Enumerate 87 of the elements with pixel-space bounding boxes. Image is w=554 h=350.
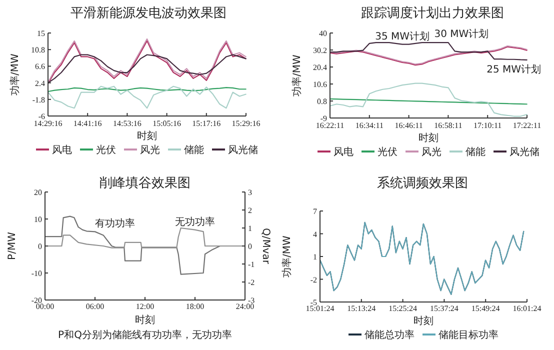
x-tick-label: 15:29:16 <box>232 119 260 128</box>
y-tick-label: -2 <box>310 275 317 284</box>
y-tick-label: 7 <box>313 207 317 216</box>
y-axis-title: 功率/MW <box>9 53 21 96</box>
y-tick-label: 1 <box>313 252 317 262</box>
x-tick-label: 18:00 <box>186 302 204 311</box>
y-tick-label: 6.6 <box>35 62 45 72</box>
y-tick-label: 0 <box>38 242 42 251</box>
annotation: 无功功率 <box>175 216 215 228</box>
x-tick-label: 16:01:24 <box>512 304 542 313</box>
x-tick-label: 16:46:11 <box>394 121 423 130</box>
y-tick-label: -9 <box>320 114 327 123</box>
x-tick-label: 17:22:11 <box>512 121 542 130</box>
x-tick-label: 14:53:16 <box>112 119 142 128</box>
x-tick-label: 15:37:24 <box>430 304 458 313</box>
y-tick-label: 4 <box>313 230 317 239</box>
y-tick-label: 2.4 <box>35 78 45 88</box>
legend-label: 风光储 <box>510 146 540 158</box>
annotation: 35 MW计划 <box>375 30 430 42</box>
x-tick-label: 15:13:24 <box>347 304 376 313</box>
chart-title: 削峰填谷效果图 <box>100 176 190 191</box>
line-series <box>47 54 246 84</box>
y-tick-label: -5 <box>310 298 317 307</box>
x-tick-label: 16:58:11 <box>434 121 462 130</box>
x-axis-title: 时刻 <box>137 130 157 142</box>
y-tick-label: -1.8 <box>32 95 45 104</box>
legend-label: 储能总功率 <box>364 329 414 341</box>
x-tick-label: 14:41:16 <box>73 119 102 128</box>
y-tick-label: 20.4 <box>313 63 327 72</box>
y-tick-label: -20 <box>31 296 42 305</box>
x-tick-label: 15:25:24 <box>388 304 418 313</box>
x-tick-label: 24:00 <box>236 302 254 311</box>
legend-label: 光伏 <box>96 144 116 156</box>
y2-tick-label: 3 <box>248 188 252 197</box>
y2-axis-title: Q/Mvar <box>260 228 271 265</box>
annotation: 有功功率 <box>95 218 135 230</box>
x-tick-label: 12:00 <box>136 302 154 311</box>
chart-title: 跟踪调度计划出力效果图 <box>361 5 504 21</box>
chart-title: 平滑新能源发电波动效果图 <box>70 6 226 21</box>
y2-tick-label: 1 <box>248 224 252 233</box>
legend-label: 风光 <box>422 146 442 158</box>
x-tick-label: 16:22:11 <box>316 121 344 130</box>
y-tick-label: 0.8 <box>317 97 327 106</box>
legend-label: 储能 <box>184 144 204 156</box>
y-tick-label: 30.2 <box>313 46 327 55</box>
x-tick-label: 17:10:11 <box>474 121 502 130</box>
legend-label: 风光储 <box>228 144 258 156</box>
line-series <box>320 222 524 295</box>
legend-label: 风光 <box>140 144 160 156</box>
x-tick-label: 14:29:16 <box>34 119 62 128</box>
y-tick-label: 10.8 <box>31 46 45 55</box>
x-tick-label: 16:34:11 <box>355 121 384 130</box>
y-tick-label: 15 <box>37 29 45 38</box>
y2-tick-label: 0 <box>248 242 252 251</box>
y-tick-label: -10 <box>31 269 42 278</box>
y2-tick-label: -2 <box>248 278 255 287</box>
y-tick-label: -6 <box>38 112 45 121</box>
y-tick-label: 10.6 <box>313 80 327 89</box>
x-tick-label: 15:49:24 <box>471 304 500 313</box>
legend-label: 风电 <box>334 146 354 158</box>
line-series <box>330 42 528 60</box>
annotation: 30 MW计划 <box>434 28 489 40</box>
y-tick-label: 40 <box>319 29 327 38</box>
annotation: 25 MW计划 <box>486 63 542 76</box>
line-series <box>47 86 246 109</box>
y-axis-title: 功率/MW <box>291 54 303 96</box>
legend-label: 风电 <box>52 144 72 156</box>
y2-tick-label: -3 <box>248 296 255 305</box>
x-axis-title: 时刻 <box>135 314 155 326</box>
chart-title: 系统调频效果图 <box>377 176 468 191</box>
x-tick-label: 00:00 <box>36 302 54 311</box>
legend-label: 储能目标功率 <box>438 329 498 341</box>
legend-label: 储能 <box>466 146 486 158</box>
y-tick-label: 10 <box>34 215 42 224</box>
x-tick-label: 06:00 <box>86 302 104 311</box>
x-tick-label: 15:05:16 <box>152 119 182 128</box>
y-tick-label: 20 <box>34 188 42 197</box>
x-axis-title: 时刻 <box>414 315 434 327</box>
y2-tick-label: -1 <box>248 260 255 269</box>
y-axis-title: 功率/MW <box>281 235 293 278</box>
x-tick-label: 15:01:24 <box>306 304 334 313</box>
x-axis-title: 时刻 <box>418 132 438 144</box>
y2-tick-label: 2 <box>248 206 252 215</box>
y-axis-title: P/MW <box>7 232 18 260</box>
x-tick-label: 15:17:16 <box>192 119 221 128</box>
legend-label: 光伏 <box>378 146 398 158</box>
text: P和Q分别为储能线有功功率，无功功率 <box>58 329 232 341</box>
